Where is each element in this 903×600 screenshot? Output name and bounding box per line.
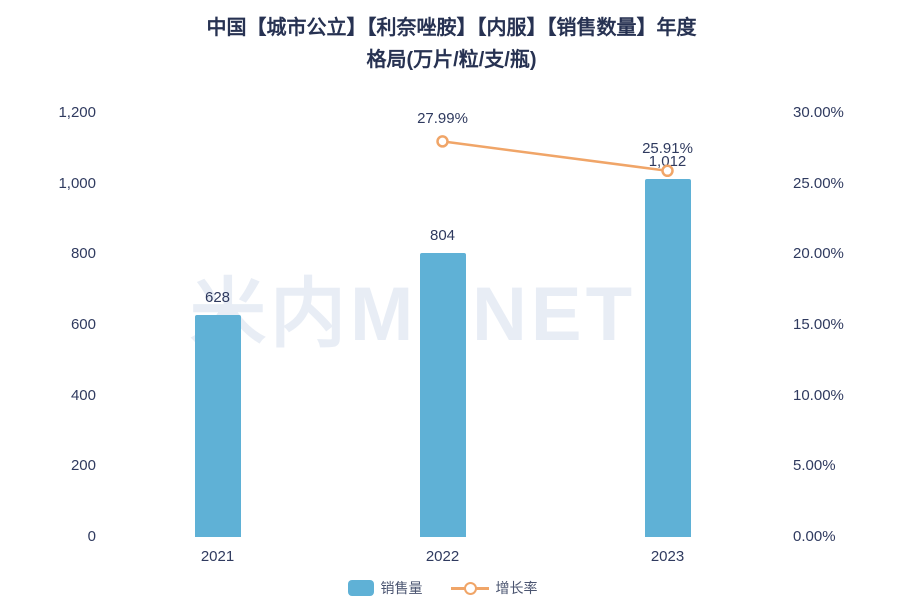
x-axis-label: 2022 — [425, 548, 460, 565]
right-axis-tick: 5.00% — [793, 457, 836, 475]
right-axis-tick: 20.00% — [793, 245, 844, 263]
line-marker-icon — [463, 581, 477, 595]
legend-label-sales: 销售量 — [380, 580, 423, 596]
growth-rate-marker[interactable] — [436, 135, 449, 148]
legend-item-growth[interactable]: 增长率 — [450, 578, 538, 598]
legend-item-sales[interactable]: 销售量 — [347, 578, 423, 598]
legend: 销售量 增长率 — [105, 576, 780, 600]
legend-label-growth: 增长率 — [495, 580, 538, 596]
right-axis-tick: 25.00% — [793, 174, 844, 192]
right-axis-tick: 10.00% — [793, 386, 844, 404]
line-swatch-icon — [450, 581, 489, 595]
right-axis-tick: 15.00% — [793, 316, 844, 333]
right-axis-tick: 30.00% — [793, 104, 844, 121]
chart-title: 中国【城市公立】【利奈唑胺】【内服】【销售数量】年度 格局(万片/粒/支/瓶) — [0, 12, 903, 76]
chart-title-line1: 中国【城市公立】【利奈唑胺】【内服】【销售数量】年度 — [206, 17, 697, 39]
watermark: 米内MENET — [190, 272, 636, 357]
bar-value-label: 628 — [204, 289, 231, 307]
left-axis-tick: 400 — [70, 386, 96, 404]
chart-title-line2: 格局(万片/粒/支/瓶) — [366, 49, 537, 71]
x-axis-label: 2023 — [650, 548, 685, 565]
left-axis-tick: 0 — [87, 528, 96, 545]
left-axis-tick: 1,200 — [58, 104, 96, 121]
line-value-label: 25.91% — [642, 139, 693, 157]
sales-bar[interactable] — [194, 315, 241, 537]
sales-bar[interactable] — [644, 179, 691, 537]
left-axis-tick: 800 — [70, 245, 96, 263]
right-axis-tick: 0.00% — [793, 528, 836, 545]
bar-swatch-icon — [347, 580, 374, 596]
x-axis-label: 2021 — [200, 548, 235, 565]
line-value-label: 27.99% — [417, 110, 468, 128]
left-axis-tick: 1,000 — [58, 174, 96, 192]
left-axis-tick: 200 — [70, 457, 96, 475]
sales-bar[interactable] — [419, 252, 466, 537]
left-axis-tick: 600 — [70, 316, 96, 333]
bar-value-label: 804 — [429, 226, 456, 244]
